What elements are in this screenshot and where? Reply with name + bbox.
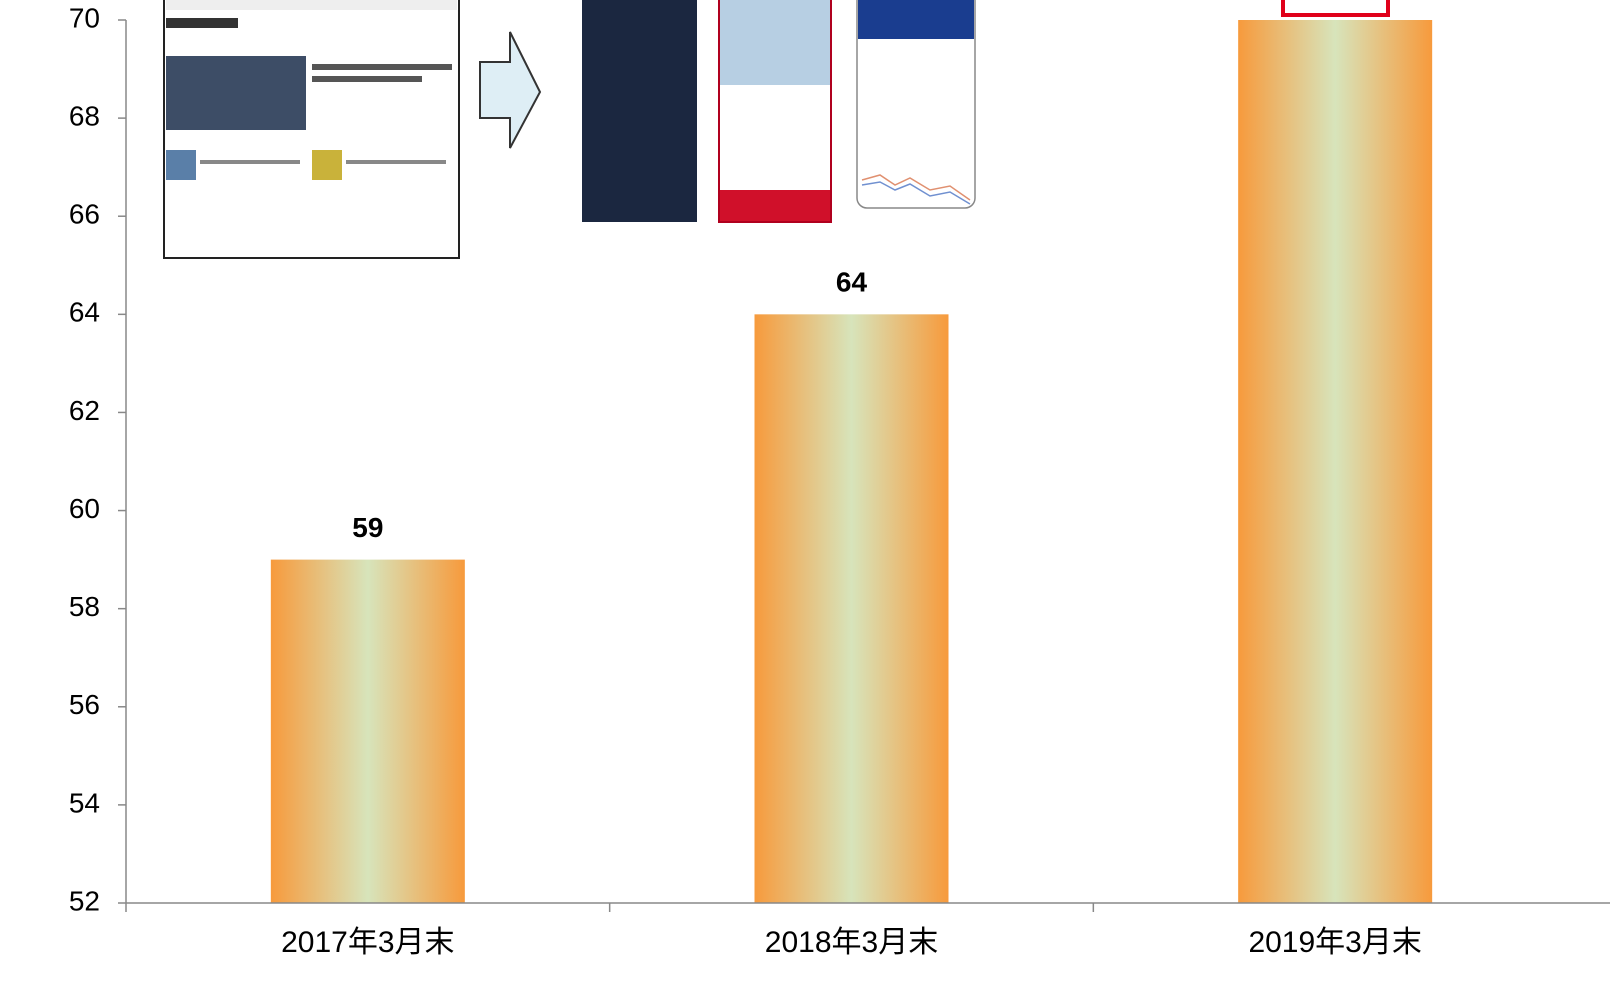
plot-area: 52 54 56 58 60 62 64 66 68 70 59 2017年3月末 64 2018年3月末… bbox=[69, 0, 1610, 959]
y-tick-label: 58 bbox=[69, 591, 100, 622]
highlight-box bbox=[1281, 0, 1390, 17]
x-tick-label: 2017年3月末 bbox=[281, 926, 454, 959]
value-label: 64 bbox=[836, 267, 868, 298]
y-tick-label: 60 bbox=[69, 493, 100, 524]
value-label: 59 bbox=[352, 512, 383, 543]
phone-screenshot bbox=[582, 0, 697, 222]
y-tick-label: 52 bbox=[69, 885, 100, 916]
y-tick-label: 62 bbox=[69, 395, 100, 426]
y-tick-label: 56 bbox=[69, 689, 100, 720]
phone-screenshot bbox=[718, 0, 832, 223]
x-tick-label: 2019年3月末 bbox=[1248, 926, 1421, 959]
x-tick-label: 2018年3月末 bbox=[765, 926, 938, 959]
y-tick-label: 66 bbox=[69, 199, 100, 230]
y-tick-label: 64 bbox=[69, 297, 100, 328]
bar bbox=[270, 559, 465, 903]
bar bbox=[1238, 20, 1433, 903]
bar bbox=[754, 314, 949, 903]
web-screenshot bbox=[163, 0, 460, 259]
y-tick-label: 70 bbox=[69, 2, 100, 33]
y-tick-label: 68 bbox=[69, 101, 100, 132]
arrow bbox=[479, 31, 542, 149]
y-tick-label: 54 bbox=[69, 787, 100, 818]
phone-screenshot bbox=[856, 0, 976, 209]
value-label: 70 bbox=[1320, 0, 1351, 3]
